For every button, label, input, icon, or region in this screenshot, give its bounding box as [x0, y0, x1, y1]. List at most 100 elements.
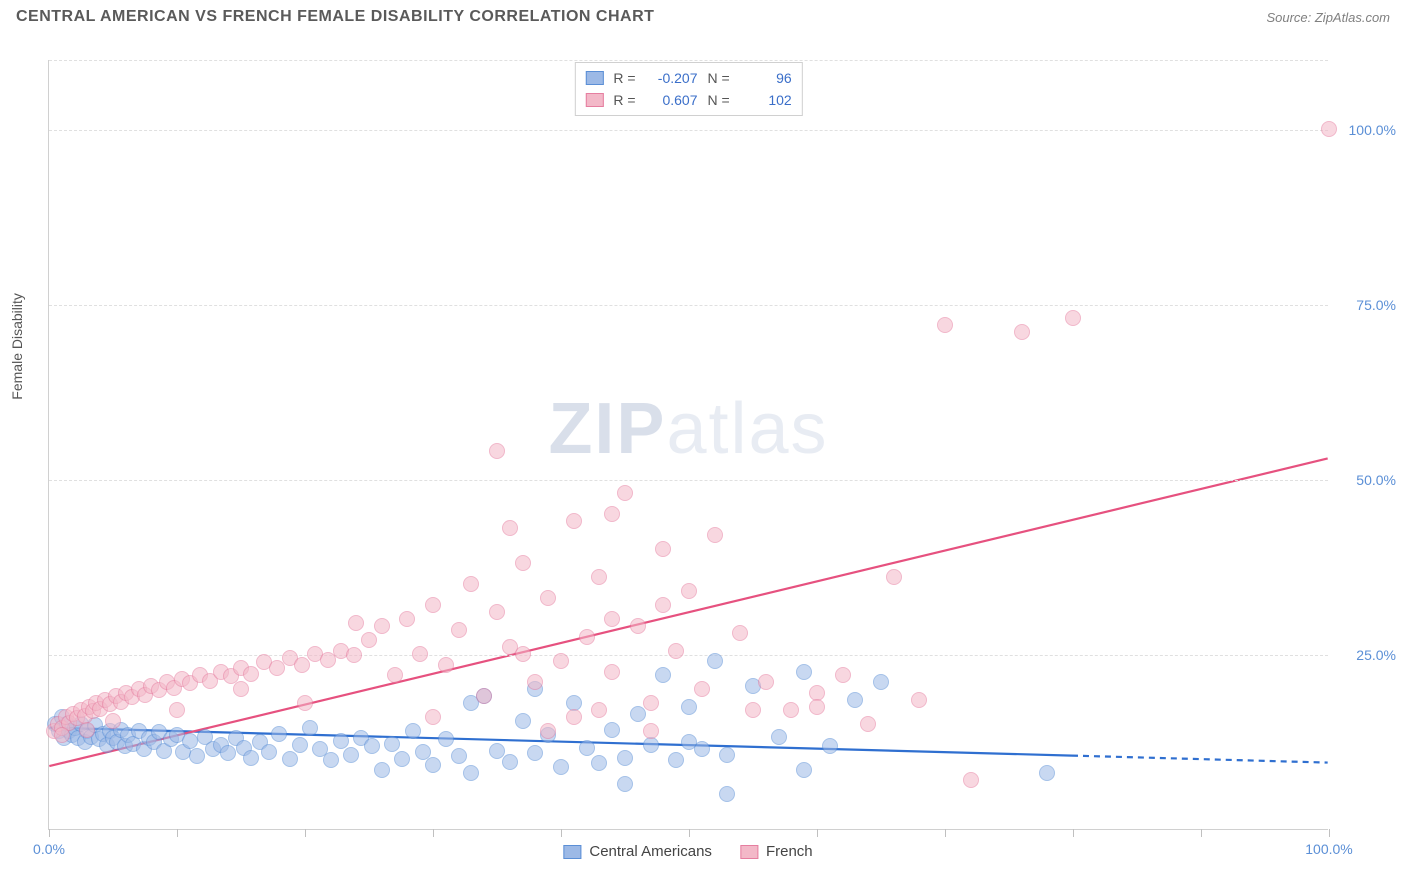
data-point — [361, 632, 377, 648]
data-point — [566, 709, 582, 725]
data-point — [668, 752, 684, 768]
chart-area: ZIPatlas Female Disability R =-0.207N =9… — [48, 60, 1328, 830]
data-point — [105, 713, 121, 729]
data-point — [643, 737, 659, 753]
legend-label: Central Americans — [589, 843, 712, 860]
data-point — [79, 722, 95, 738]
data-point — [515, 646, 531, 662]
data-point — [681, 583, 697, 599]
chart-title: CENTRAL AMERICAN VS FRENCH FEMALE DISABI… — [16, 8, 654, 26]
x-tick — [561, 829, 562, 837]
data-point — [655, 541, 671, 557]
data-point — [399, 611, 415, 627]
data-point — [233, 681, 249, 697]
bottom-legend: Central Americans French — [563, 843, 812, 860]
stat-n-value: 102 — [740, 89, 792, 111]
data-point — [963, 772, 979, 788]
gridline — [49, 655, 1328, 656]
data-point — [463, 765, 479, 781]
data-point — [604, 506, 620, 522]
stats-legend-box: R =-0.207N =96R =0.607N =102 — [574, 62, 802, 116]
data-point — [384, 736, 400, 752]
data-point — [719, 747, 735, 763]
data-point — [438, 731, 454, 747]
x-tick — [1073, 829, 1074, 837]
data-point — [1014, 324, 1030, 340]
data-point — [604, 664, 620, 680]
data-point — [847, 692, 863, 708]
x-tick — [817, 829, 818, 837]
data-point — [540, 723, 556, 739]
legend-label: French — [766, 843, 813, 860]
data-point — [796, 762, 812, 778]
stat-r-value: -0.207 — [646, 67, 698, 89]
legend-swatch — [585, 71, 603, 85]
data-point — [374, 618, 390, 634]
data-point — [323, 752, 339, 768]
stat-n-label: N = — [708, 89, 730, 111]
data-point — [343, 747, 359, 763]
stat-n-label: N = — [708, 67, 730, 89]
data-point — [297, 695, 313, 711]
x-tick — [305, 829, 306, 837]
data-point — [643, 695, 659, 711]
gridline — [49, 305, 1328, 306]
y-tick-label: 75.0% — [1356, 297, 1396, 313]
data-point — [655, 597, 671, 613]
data-point — [451, 622, 467, 638]
gridline — [49, 60, 1328, 61]
data-point — [189, 748, 205, 764]
data-point — [348, 615, 364, 631]
legend-item: French — [740, 843, 813, 860]
data-point — [707, 653, 723, 669]
data-point — [630, 618, 646, 634]
data-point — [655, 667, 671, 683]
gridline — [49, 130, 1328, 131]
data-point — [346, 647, 362, 663]
y-tick-label: 100.0% — [1349, 122, 1396, 138]
data-point — [489, 604, 505, 620]
scatter-plot: ZIPatlas Female Disability R =-0.207N =9… — [48, 60, 1328, 830]
stat-r-value: 0.607 — [646, 89, 698, 111]
legend-swatch — [585, 93, 603, 107]
data-point — [835, 667, 851, 683]
data-point — [1039, 765, 1055, 781]
x-tick — [433, 829, 434, 837]
x-tick — [689, 829, 690, 837]
stat-r-label: R = — [613, 67, 635, 89]
data-point — [387, 667, 403, 683]
stat-n-value: 96 — [740, 67, 792, 89]
x-tick — [49, 829, 50, 837]
data-point — [604, 611, 620, 627]
data-point — [783, 702, 799, 718]
data-point — [425, 757, 441, 773]
gridline — [49, 480, 1328, 481]
data-point — [553, 653, 569, 669]
data-point — [364, 738, 380, 754]
data-point — [527, 745, 543, 761]
y-tick-label: 50.0% — [1356, 472, 1396, 488]
data-point — [553, 759, 569, 775]
data-point — [886, 569, 902, 585]
x-tick-label: 0.0% — [33, 841, 65, 857]
data-point — [182, 733, 198, 749]
data-point — [374, 762, 390, 778]
x-tick — [1329, 829, 1330, 837]
data-point — [451, 748, 467, 764]
data-point — [502, 520, 518, 536]
data-point — [771, 729, 787, 745]
data-point — [271, 726, 287, 742]
data-point — [502, 754, 518, 770]
legend-swatch — [740, 845, 758, 859]
data-point — [591, 569, 607, 585]
y-tick-label: 25.0% — [1356, 647, 1396, 663]
data-point — [617, 776, 633, 792]
x-tick — [177, 829, 178, 837]
data-point — [54, 727, 70, 743]
data-point — [394, 751, 410, 767]
data-point — [604, 722, 620, 738]
data-point — [579, 740, 595, 756]
data-point — [745, 702, 761, 718]
data-point — [425, 597, 441, 613]
data-point — [617, 750, 633, 766]
